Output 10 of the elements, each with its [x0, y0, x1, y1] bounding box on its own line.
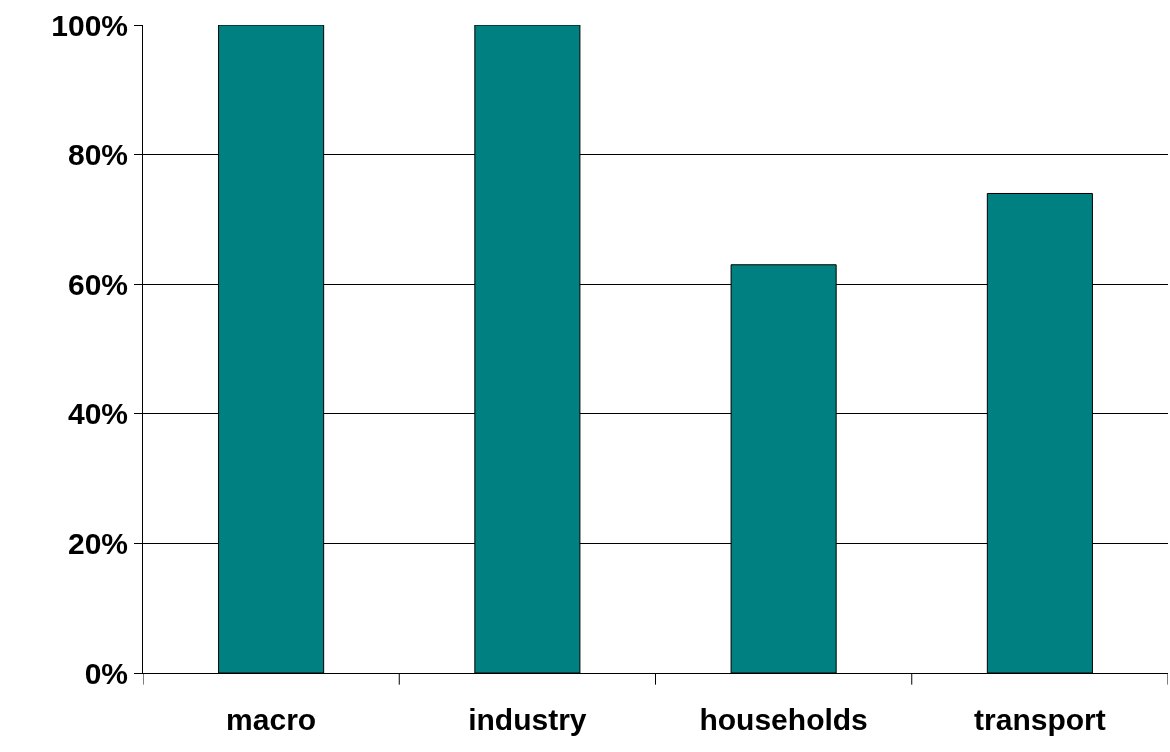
x-tick-label: industry	[468, 703, 587, 736]
y-tick-label: 0%	[84, 656, 128, 690]
y-tick-label: 40%	[67, 397, 128, 431]
y-tick-label: 100%	[51, 8, 128, 42]
x-tick-label: macro	[226, 703, 317, 736]
y-tick-label: 20%	[67, 526, 128, 560]
y-tick-label: 60%	[67, 267, 128, 301]
x-tick-label: transport	[974, 703, 1106, 736]
x-tick-label: households	[699, 703, 868, 736]
y-tick-label: 80%	[67, 138, 128, 172]
